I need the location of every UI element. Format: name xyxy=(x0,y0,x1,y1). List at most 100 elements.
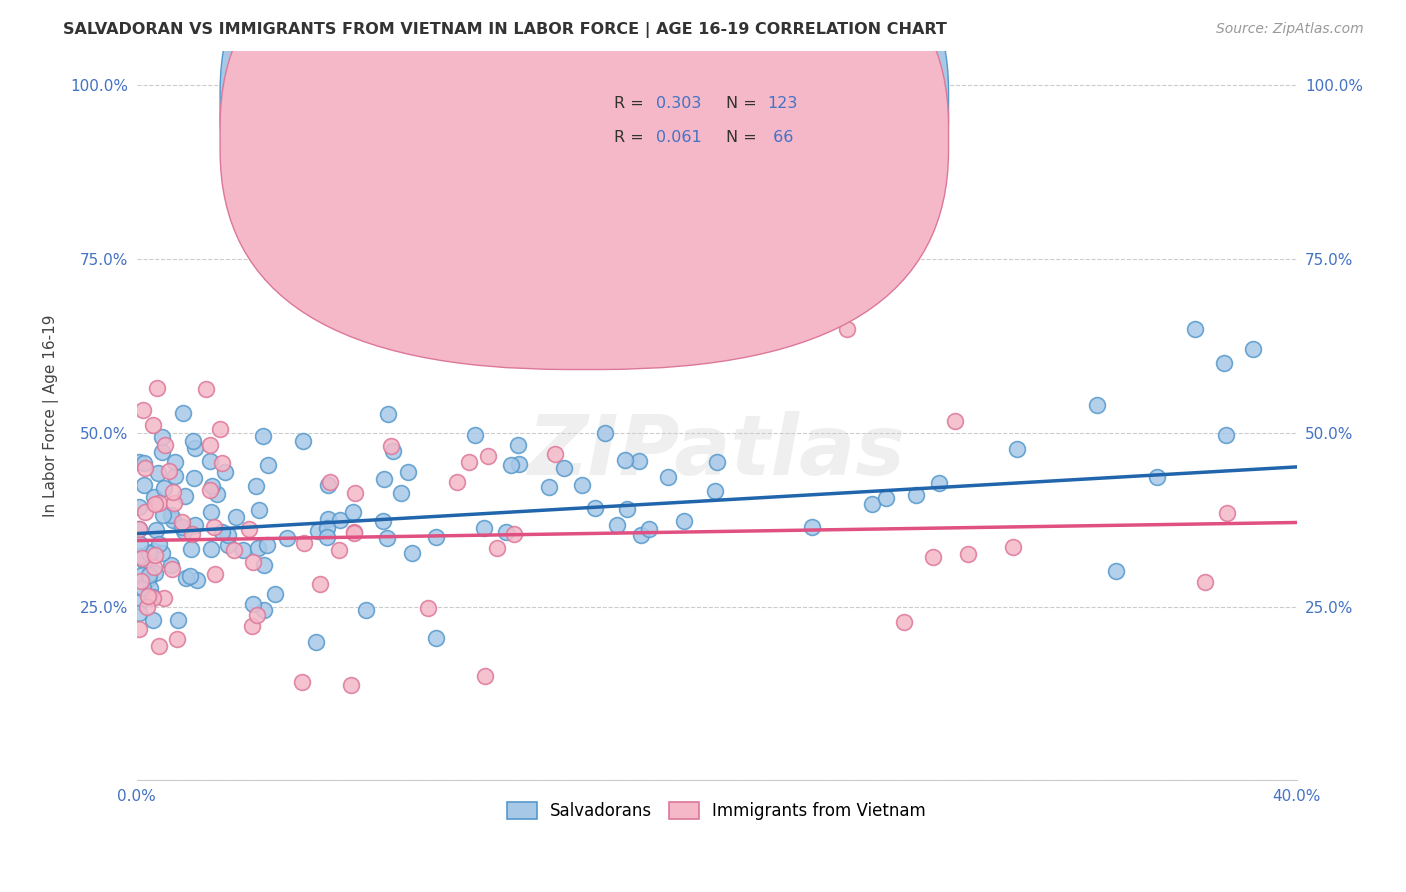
Point xyxy=(875,491,897,505)
Point xyxy=(1085,398,1108,412)
Point xyxy=(162,485,184,500)
Point xyxy=(128,454,150,468)
Point xyxy=(142,490,165,504)
Point xyxy=(956,547,979,561)
Point xyxy=(184,441,207,455)
Point xyxy=(517,321,540,335)
Point xyxy=(163,496,186,510)
Legend: Salvadorans, Immigrants from Vietnam: Salvadorans, Immigrants from Vietnam xyxy=(501,795,932,827)
Text: ZIPatlas: ZIPatlas xyxy=(527,411,905,492)
Point xyxy=(401,546,423,560)
Point xyxy=(163,455,186,469)
Point xyxy=(214,465,236,479)
Point xyxy=(134,461,156,475)
Text: N =: N = xyxy=(725,130,762,145)
Point xyxy=(657,470,679,484)
Point xyxy=(605,517,627,532)
Text: SALVADORAN VS IMMIGRANTS FROM VIETNAM IN LABOR FORCE | AGE 16-19 CORRELATION CHA: SALVADORAN VS IMMIGRANTS FROM VIETNAM IN… xyxy=(63,22,948,38)
Point xyxy=(316,478,339,492)
Point xyxy=(703,483,725,498)
Text: 0.303: 0.303 xyxy=(657,95,702,111)
Point xyxy=(146,467,169,481)
Point xyxy=(633,78,655,93)
Point xyxy=(153,591,176,605)
Point xyxy=(183,471,205,485)
Point xyxy=(252,429,274,443)
Point xyxy=(340,678,363,692)
Point xyxy=(342,505,364,519)
Point xyxy=(211,456,233,470)
Point xyxy=(238,522,260,536)
Point xyxy=(155,438,177,452)
Point xyxy=(195,382,218,396)
Point xyxy=(132,402,155,417)
Point xyxy=(198,483,221,497)
Point xyxy=(200,505,222,519)
Point xyxy=(211,524,233,539)
Point xyxy=(128,522,150,536)
Point xyxy=(143,566,166,580)
Point xyxy=(446,475,468,489)
Point xyxy=(184,518,207,533)
Point xyxy=(139,582,162,596)
Point xyxy=(1215,428,1237,442)
Point xyxy=(628,454,651,468)
Point xyxy=(373,472,395,486)
Point xyxy=(162,513,184,527)
Point xyxy=(472,521,495,535)
Text: N =: N = xyxy=(725,95,762,111)
Point xyxy=(160,558,183,572)
Point xyxy=(1105,564,1128,578)
Point xyxy=(257,458,280,472)
Point xyxy=(382,444,405,458)
Point xyxy=(179,569,201,583)
Point xyxy=(375,531,398,545)
Point xyxy=(263,587,285,601)
Point xyxy=(616,501,638,516)
Point xyxy=(131,550,153,565)
Point xyxy=(328,513,350,527)
Point xyxy=(150,546,173,560)
Point xyxy=(318,475,340,489)
Point xyxy=(142,591,165,605)
Point xyxy=(225,510,247,524)
Point xyxy=(945,414,967,428)
Point xyxy=(136,599,159,614)
Point xyxy=(128,500,150,515)
Point xyxy=(202,519,225,533)
Point xyxy=(1241,343,1264,357)
Point xyxy=(328,543,350,558)
Point xyxy=(343,524,366,539)
Point xyxy=(922,549,945,564)
Point xyxy=(860,497,883,511)
FancyBboxPatch shape xyxy=(548,76,856,168)
Point xyxy=(252,558,274,573)
Text: 123: 123 xyxy=(768,95,799,111)
Point xyxy=(508,438,530,452)
Point xyxy=(146,381,169,395)
Point xyxy=(247,502,270,516)
Point xyxy=(148,639,170,653)
Point xyxy=(835,321,858,335)
Point xyxy=(485,541,508,556)
Point xyxy=(142,591,165,606)
Point xyxy=(247,541,270,556)
Point xyxy=(131,567,153,582)
Point xyxy=(172,515,194,529)
Point xyxy=(242,597,264,611)
Point xyxy=(246,607,269,622)
Point xyxy=(142,613,165,627)
Point xyxy=(132,478,155,492)
Point xyxy=(142,543,165,558)
Point xyxy=(425,631,447,645)
Point xyxy=(537,480,560,494)
Point xyxy=(474,669,496,683)
Point xyxy=(583,500,606,515)
Point xyxy=(344,486,367,500)
FancyBboxPatch shape xyxy=(221,0,949,335)
Point xyxy=(128,549,150,564)
Point xyxy=(307,524,329,538)
Point xyxy=(343,525,366,540)
Point xyxy=(508,457,530,471)
Point xyxy=(201,479,224,493)
